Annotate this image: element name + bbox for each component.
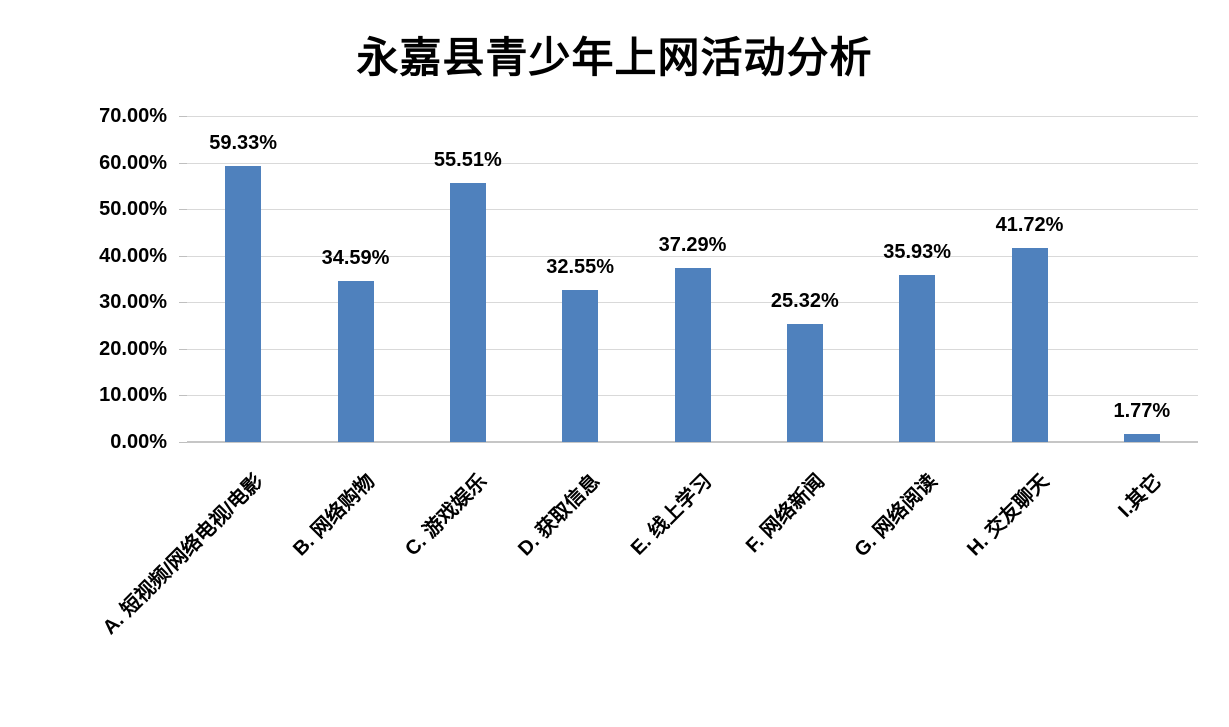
- bar: [899, 274, 936, 442]
- bar-value-label: 35.93%: [883, 240, 952, 263]
- y-tick-label: 0.00%: [110, 431, 167, 453]
- x-category-label: C. 游戏娱乐: [401, 470, 492, 561]
- y-axis-tick: [179, 348, 187, 350]
- bar-value-label: 34.59%: [321, 246, 390, 269]
- y-axis-tick: [179, 255, 187, 257]
- gridline: [187, 255, 1198, 257]
- y-axis-tick: [179, 116, 187, 117]
- chart-title: 永嘉县青少年上网活动分析: [356, 34, 873, 81]
- bar: [1123, 433, 1160, 442]
- y-axis-tick: [179, 162, 187, 164]
- y-tick-label: 40.00%: [99, 244, 167, 267]
- bar: [562, 290, 599, 442]
- x-category-label: H. 交友聊天: [963, 470, 1054, 561]
- x-axis-line: [187, 441, 1198, 443]
- bar: [786, 324, 823, 442]
- gridline: [187, 162, 1198, 164]
- bar-value-label: 37.29%: [658, 234, 727, 257]
- bar: [337, 280, 374, 442]
- x-category-label: B. 网络购物: [289, 470, 380, 561]
- y-tick-label: 20.00%: [99, 337, 167, 360]
- x-category-label: E. 线上学习: [626, 470, 717, 560]
- bar-value-label: 25.32%: [770, 290, 839, 313]
- bar-value-label: 55.51%: [433, 149, 502, 172]
- bar: [225, 165, 262, 442]
- y-axis-tick: [179, 442, 187, 443]
- y-tick-label: 50.00%: [99, 198, 167, 221]
- bar: [449, 183, 486, 442]
- gridline: [187, 209, 1198, 211]
- x-category-label: G. 网络阅读: [849, 470, 941, 562]
- y-tick-label: 10.00%: [99, 384, 167, 407]
- y-axis-tick: [179, 209, 187, 211]
- y-tick-label: 70.00%: [99, 105, 167, 127]
- x-category-label: F. 网络新闻: [741, 470, 829, 558]
- bar: [674, 268, 711, 442]
- gridline: [187, 116, 1198, 117]
- y-axis-tick: [179, 302, 187, 304]
- bar-value-label: 59.33%: [209, 131, 278, 154]
- bar: [1011, 247, 1048, 442]
- x-category-label: A. 短视频/网络电视/电影: [98, 470, 267, 640]
- x-category-label: D. 获取信息: [513, 470, 604, 561]
- x-category-label: I.其它: [1113, 470, 1166, 522]
- bar-value-label: 32.55%: [546, 256, 615, 279]
- y-axis-tick: [179, 395, 187, 397]
- y-tick-label: 60.00%: [99, 151, 167, 174]
- bar-value-label: 1.77%: [1113, 399, 1171, 422]
- y-tick-label: 30.00%: [99, 291, 167, 314]
- bar-value-label: 41.72%: [995, 213, 1064, 236]
